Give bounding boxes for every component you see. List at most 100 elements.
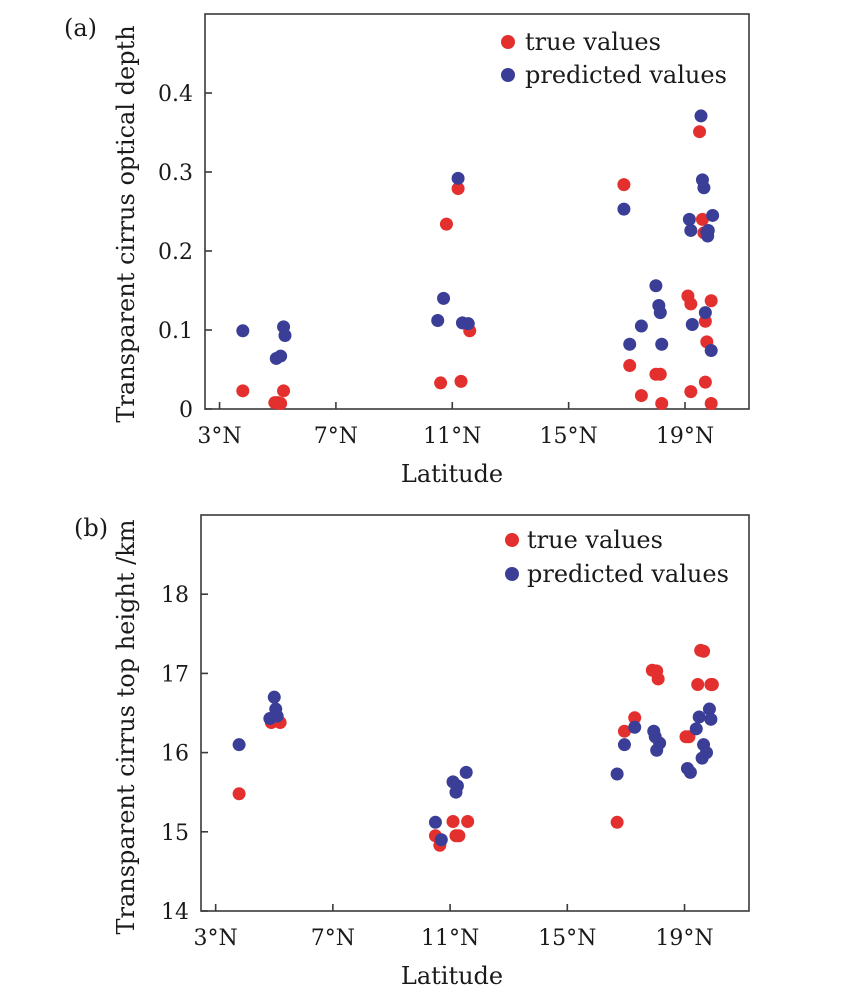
chart-b-point-predicted: [702, 702, 716, 716]
chart-a-legend-predicted-label: predicted values: [525, 61, 727, 89]
chart-a-point-predicted: [704, 344, 718, 358]
chart-a-xtick-label: 19°N: [656, 424, 714, 449]
chart-a-point-true: [236, 384, 250, 398]
chart-b-point-predicted: [653, 736, 667, 750]
chart-a-point-true: [655, 396, 669, 410]
chart-a-point-predicted: [623, 337, 637, 351]
chart-b-point-true: [446, 815, 460, 829]
chart-b-point-true: [628, 711, 642, 725]
chart-a-point-predicted: [274, 349, 288, 363]
chart-a-ticks: 3°N 7°N 11°N 15°N 19°N 0 0.1 0.2 0.3 0.4: [158, 82, 714, 449]
chart-a-point-predicted: [278, 329, 292, 343]
chart-b: (b) 3°N 7°N 11°N 15°N 19°N 14 15 16 17 18 Transpa…: [74, 514, 750, 990]
chart-b-ytick-label: 17: [161, 662, 189, 687]
chart-a-point-predicted: [649, 279, 663, 293]
chart-a-point-predicted: [437, 291, 451, 305]
chart-a-point-predicted: [451, 171, 465, 185]
chart-b-point-predicted: [617, 738, 631, 752]
chart-a-point-true: [274, 396, 288, 410]
chart-b-legend: true values predicted values: [505, 526, 729, 588]
chart-b-point-true: [705, 677, 719, 691]
chart-a: (a) 3°N 7°N 11°N 15°N 19°N 0 0.1 0.2 0.3 0.4 Tran…: [64, 13, 750, 488]
chart-b-point-predicted: [434, 833, 448, 847]
chart-a-point-predicted: [682, 212, 696, 226]
chart-a-point-predicted: [236, 324, 250, 338]
chart-a-xtick-label: 3°N: [197, 424, 241, 449]
chart-b-point-true: [617, 724, 631, 738]
chart-a-ytick-label: 0: [179, 398, 193, 423]
chart-a-point-true: [684, 297, 698, 311]
chart-a-point-predicted: [431, 314, 445, 328]
chart-b-legend-true-label: true values: [527, 526, 663, 554]
chart-a-ytick-label: 0.3: [158, 161, 193, 186]
chart-a-point-true: [451, 182, 465, 196]
chart-b-panel-label: (b): [74, 514, 108, 542]
chart-a-legend-true-marker: [501, 35, 515, 49]
chart-a-point-true: [695, 212, 709, 226]
chart-a-point-predicted: [701, 223, 715, 237]
chart-a-point-true: [634, 389, 648, 403]
chart-b-xtick-label: 3°N: [194, 926, 238, 951]
chart-b-point-predicted: [704, 712, 718, 726]
chart-b-xtick-label: 11°N: [421, 926, 479, 951]
chart-a-ytick-label: 0.4: [158, 82, 193, 107]
chart-a-plot-frame: [204, 13, 750, 410]
chart-a-point-true: [277, 384, 291, 398]
chart-b-xtick-label: 7°N: [311, 926, 355, 951]
chart-a-point-true: [704, 294, 718, 308]
chart-a-ytick-label: 0.1: [158, 319, 193, 344]
chart-b-point-true: [651, 672, 665, 686]
chart-b-point-predicted: [267, 690, 281, 704]
chart-b-ytick-label: 15: [161, 821, 189, 846]
chart-a-points: [236, 109, 720, 410]
chart-b-point-predicted: [450, 779, 464, 793]
chart-a-legend-true-label: true values: [525, 28, 661, 56]
chart-a-point-predicted: [685, 317, 699, 331]
chart-b-point-true: [461, 815, 475, 829]
chart-a-point-predicted: [655, 337, 669, 351]
chart-b-point-true: [610, 815, 624, 829]
chart-b-ticks: 3°N 7°N 11°N 15°N 19°N 14 15 16 17 18: [161, 583, 714, 951]
chart-a-point-predicted: [461, 317, 475, 331]
chart-a-ytick-label: 0.2: [158, 240, 193, 265]
chart-b-point-predicted: [628, 720, 642, 734]
chart-b-point-predicted: [459, 765, 473, 779]
chart-b-legend-predicted-marker: [505, 567, 519, 581]
chart-b-legend-predicted-label: predicted values: [527, 560, 729, 588]
chart-a-legend-predicted-marker: [501, 68, 515, 82]
chart-b-ylabel: Transparent cirrus top height /km: [112, 519, 140, 934]
chart-a-point-true: [693, 125, 707, 139]
chart-b-point-predicted: [692, 710, 706, 724]
chart-a-xtick-label: 7°N: [314, 424, 358, 449]
chart-a-point-true: [653, 367, 667, 381]
chart-b-xtick-label: 15°N: [538, 926, 596, 951]
chart-a-point-predicted: [634, 319, 648, 333]
chart-a-point-predicted: [697, 181, 711, 195]
chart-b-ytick-label: 16: [161, 742, 189, 767]
chart-a-xtick-label: 15°N: [540, 424, 598, 449]
chart-a-panel-label: (a): [64, 14, 97, 42]
chart-a-point-true: [698, 375, 712, 389]
chart-a-point-true: [454, 374, 468, 388]
chart-a-point-true: [623, 359, 637, 373]
chart-b-legend-true-marker: [505, 533, 519, 547]
chart-b-points: [232, 643, 719, 852]
chart-b-point-predicted: [428, 815, 442, 829]
chart-a-xlabel: Latitude: [401, 460, 503, 488]
chart-b-point-true: [697, 644, 711, 658]
chart-b-point-predicted: [689, 722, 703, 736]
chart-a-point-predicted: [694, 109, 708, 123]
chart-b-point-predicted: [683, 765, 697, 779]
chart-a-point-true: [617, 178, 631, 192]
chart-a-point-predicted: [706, 208, 720, 222]
chart-a-point-predicted: [698, 306, 712, 320]
chart-b-point-true: [452, 829, 466, 843]
chart-a-point-true: [704, 396, 718, 410]
chart-a-xtick-label: 11°N: [423, 424, 481, 449]
chart-a-point-predicted: [617, 202, 631, 216]
chart-a-ylabel: Transparent cirrus optical depth: [112, 25, 140, 422]
chart-a-legend: true values predicted values: [501, 28, 727, 89]
chart-a-point-true: [684, 385, 698, 399]
chart-b-ytick-label: 14: [161, 900, 189, 925]
